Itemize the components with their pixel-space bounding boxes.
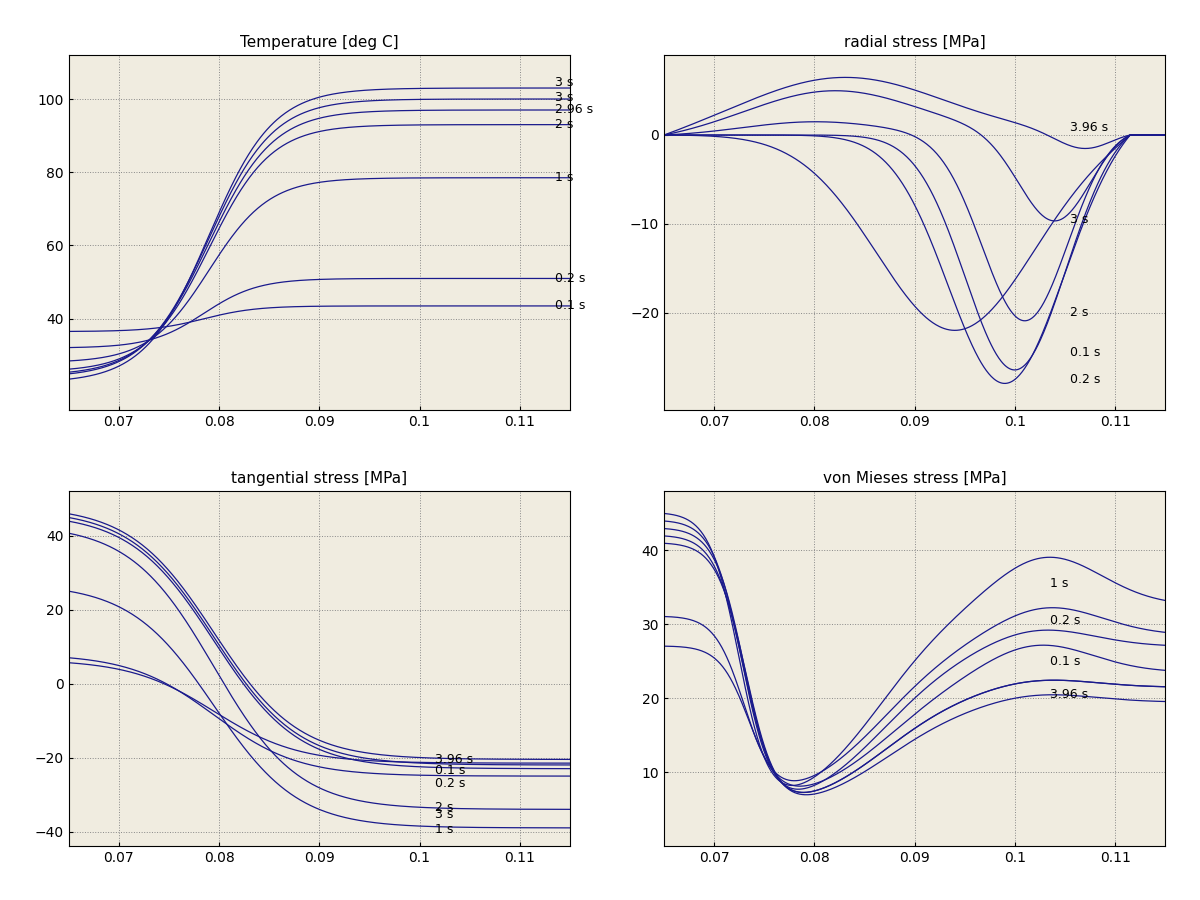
Text: 0.2 s: 0.2 s (1070, 373, 1100, 386)
Text: 3.96 s: 3.96 s (1050, 688, 1088, 701)
Text: 3 s: 3 s (434, 808, 452, 822)
Text: 3 s: 3 s (1070, 213, 1088, 226)
Text: 3 s: 3 s (554, 76, 574, 89)
Text: 0.2 s: 0.2 s (434, 777, 464, 790)
Title: von Mieses stress [MPa]: von Mieses stress [MPa] (823, 471, 1007, 486)
Text: 0.1 s: 0.1 s (434, 764, 464, 777)
Title: Temperature [deg C]: Temperature [deg C] (240, 35, 398, 50)
Text: 2.96 s: 2.96 s (554, 104, 593, 116)
Text: 1 s: 1 s (1050, 577, 1068, 590)
Text: 0.1 s: 0.1 s (1070, 346, 1100, 359)
Text: 3.96 s: 3.96 s (434, 753, 473, 766)
Text: 2 s: 2 s (554, 118, 574, 131)
Text: 0.1 s: 0.1 s (1050, 655, 1080, 668)
Text: 0.2 s: 0.2 s (554, 272, 586, 285)
Text: 2 s: 2 s (1070, 306, 1088, 319)
Text: 0.2 s: 0.2 s (1050, 614, 1080, 627)
Text: 2 s: 2 s (434, 801, 452, 814)
Text: 3.96 s: 3.96 s (1070, 122, 1108, 134)
Text: 0.1 s: 0.1 s (554, 300, 586, 312)
Text: 1 s: 1 s (434, 824, 452, 836)
Title: radial stress [MPa]: radial stress [MPa] (844, 35, 985, 50)
Text: 1 s: 1 s (554, 171, 574, 184)
Text: 3 s: 3 s (554, 91, 574, 104)
Title: tangential stress [MPa]: tangential stress [MPa] (232, 471, 407, 486)
